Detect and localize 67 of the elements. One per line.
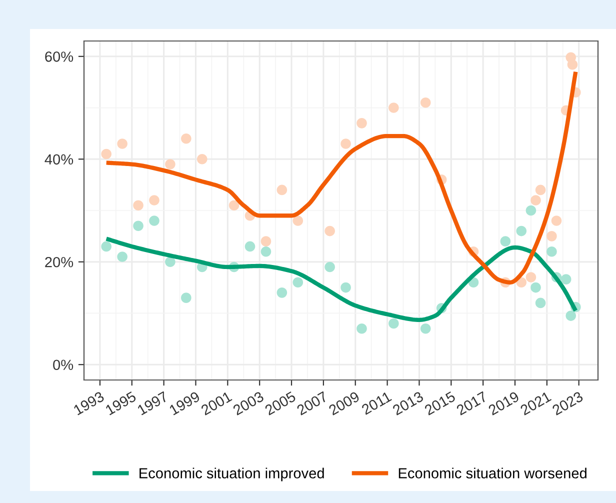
x-tick-label: 2017 (456, 391, 488, 416)
point (149, 216, 160, 226)
point (276, 184, 288, 196)
point (324, 226, 335, 236)
x-tick-label: 2019 (488, 391, 520, 416)
point (551, 216, 562, 226)
point (340, 138, 351, 149)
point (133, 220, 144, 232)
point (165, 256, 176, 268)
point (356, 118, 367, 128)
point (566, 310, 576, 321)
point (526, 272, 536, 282)
y-tick-label: 60% (45, 52, 74, 62)
point (117, 138, 128, 149)
y-tick-label: 0% (53, 360, 74, 370)
x-tick-label: 1997 (136, 391, 169, 416)
point (560, 274, 572, 284)
point (388, 318, 399, 329)
point (101, 241, 112, 252)
x-tick-label: 2007 (296, 391, 328, 416)
x-tick-label: 2003 (232, 391, 264, 416)
x-tick-label: 1999 (168, 391, 200, 416)
point (260, 236, 272, 246)
y-tick-label: 40% (44, 154, 74, 165)
x-tick-label: 2009 (328, 391, 360, 416)
legend-label: Economic situation improved (140, 468, 324, 482)
point (260, 246, 272, 257)
point (530, 195, 541, 206)
point (181, 292, 192, 303)
point (276, 288, 288, 298)
x-tick-label: 1993 (73, 391, 105, 416)
point (567, 59, 578, 70)
point (196, 154, 208, 164)
point (292, 277, 304, 288)
x-tick-label: 2023 (552, 391, 584, 416)
point (500, 236, 511, 246)
point (181, 133, 192, 144)
x-tick-label: 2015 (424, 391, 456, 416)
point (535, 298, 546, 308)
point (149, 195, 160, 206)
point (117, 252, 128, 262)
point (516, 226, 527, 236)
x-tick-label: 2013 (392, 391, 424, 416)
legend-label: Economic situation worsened (398, 468, 586, 478)
point (165, 159, 176, 170)
point (420, 323, 431, 334)
x-tick-label: 2021 (520, 391, 552, 416)
x-tick-label: 2011 (360, 391, 392, 416)
point (535, 184, 546, 196)
y-tick-label: 20% (45, 256, 74, 268)
point (546, 231, 557, 242)
point (530, 282, 541, 293)
point (101, 148, 112, 160)
point (546, 246, 557, 257)
point (356, 323, 367, 334)
point (526, 205, 536, 216)
x-tick-label: 2005 (264, 391, 296, 416)
point (340, 282, 351, 293)
point (420, 97, 431, 108)
point (324, 262, 335, 272)
point (228, 200, 240, 211)
point (292, 216, 304, 226)
point (388, 102, 399, 113)
x-tick-label: 1995 (104, 391, 137, 416)
point (133, 200, 144, 211)
point (244, 241, 256, 252)
x-tick-label: 2001 (200, 391, 232, 416)
